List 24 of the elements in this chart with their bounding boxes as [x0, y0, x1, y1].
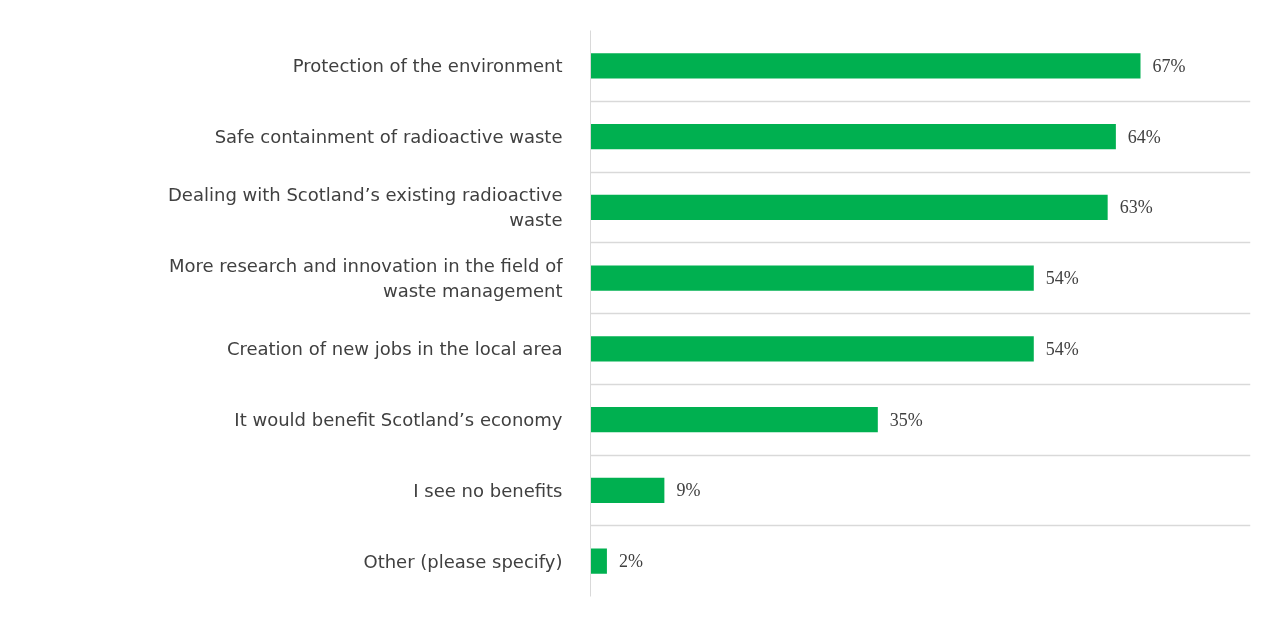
data-label: 35%	[889, 409, 923, 430]
y-tick-label: Other (please specify)	[363, 550, 563, 572]
bar	[590, 336, 1034, 362]
bar	[590, 123, 1116, 150]
y-tick-label: Dealing with Scotland’s existing radioactive waste	[168, 184, 563, 231]
data-label: 2%	[618, 551, 643, 572]
y-tick-label: More research and innovation in the field of waste management	[168, 255, 564, 302]
data-label: 9%	[676, 480, 701, 501]
y-tick-label: Protection of the environment	[292, 55, 563, 77]
data-label: 64%	[1127, 126, 1161, 147]
y-tick-label: I see no benefits	[413, 479, 563, 501]
data-label: 54%	[1045, 268, 1079, 289]
bar	[590, 53, 1141, 79]
bar	[590, 194, 1108, 221]
bar	[590, 265, 1034, 291]
data-label: 67%	[1152, 55, 1186, 76]
y-tick-label: Creation of new jobs in the local area	[226, 338, 563, 360]
bar	[590, 406, 878, 433]
data-label: 63%	[1119, 197, 1153, 218]
y-tick-label: It would benefit Scotland’s economy	[234, 409, 563, 431]
bar	[590, 548, 607, 574]
bar	[590, 477, 665, 504]
data-label: 54%	[1045, 338, 1079, 359]
y-tick-label: Safe containment of radioactive waste	[214, 126, 563, 148]
